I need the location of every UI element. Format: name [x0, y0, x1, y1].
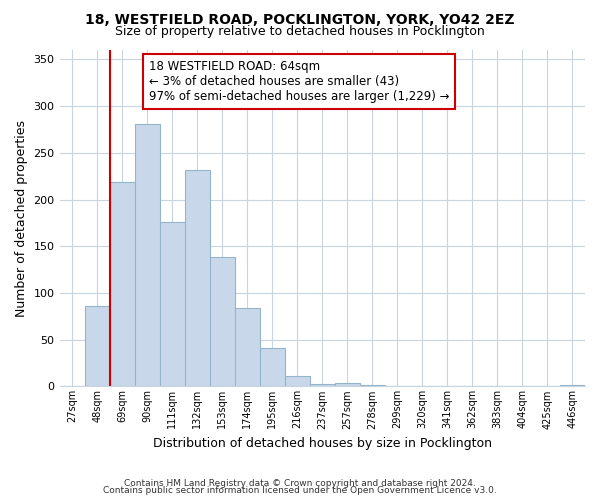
Bar — [260, 348, 285, 387]
X-axis label: Distribution of detached houses by size in Pocklington: Distribution of detached houses by size … — [153, 437, 492, 450]
Bar — [285, 376, 310, 386]
Bar — [310, 384, 335, 386]
Bar — [160, 222, 185, 386]
Bar — [185, 170, 209, 386]
Text: Contains HM Land Registry data © Crown copyright and database right 2024.: Contains HM Land Registry data © Crown c… — [124, 478, 476, 488]
Bar — [85, 306, 110, 386]
Text: 18 WESTFIELD ROAD: 64sqm
← 3% of detached houses are smaller (43)
97% of semi-de: 18 WESTFIELD ROAD: 64sqm ← 3% of detache… — [149, 60, 449, 103]
Bar — [209, 256, 235, 386]
Text: 18, WESTFIELD ROAD, POCKLINGTON, YORK, YO42 2EZ: 18, WESTFIELD ROAD, POCKLINGTON, YORK, Y… — [85, 12, 515, 26]
Bar — [235, 308, 260, 386]
Y-axis label: Number of detached properties: Number of detached properties — [15, 120, 28, 316]
Text: Size of property relative to detached houses in Pocklington: Size of property relative to detached ho… — [115, 25, 485, 38]
Text: Contains public sector information licensed under the Open Government Licence v3: Contains public sector information licen… — [103, 486, 497, 495]
Bar — [134, 124, 160, 386]
Bar — [110, 182, 134, 386]
Bar — [335, 382, 360, 386]
